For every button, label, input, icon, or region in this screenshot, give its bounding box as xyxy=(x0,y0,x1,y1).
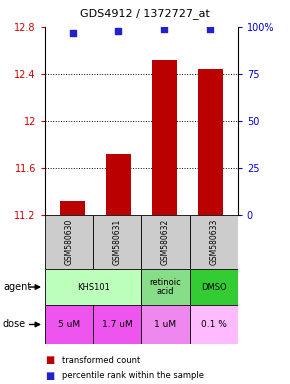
Text: KHS101: KHS101 xyxy=(77,283,110,291)
Bar xyxy=(190,269,238,305)
Bar xyxy=(45,305,93,344)
Bar xyxy=(60,201,85,215)
Text: GSM580631: GSM580631 xyxy=(113,219,122,265)
Bar xyxy=(142,305,190,344)
Bar xyxy=(152,60,177,215)
Text: agent: agent xyxy=(3,282,31,292)
Bar xyxy=(142,215,190,269)
Point xyxy=(116,28,121,34)
Text: 1.7 uM: 1.7 uM xyxy=(102,320,133,329)
Text: GSM580633: GSM580633 xyxy=(209,219,218,265)
Text: 5 uM: 5 uM xyxy=(58,320,80,329)
Bar xyxy=(106,154,131,215)
Bar xyxy=(93,215,142,269)
Bar xyxy=(190,215,238,269)
Text: ■: ■ xyxy=(45,355,54,365)
Text: GSM580630: GSM580630 xyxy=(65,219,74,265)
Text: GSM580632: GSM580632 xyxy=(161,219,170,265)
Bar xyxy=(93,305,142,344)
Text: dose: dose xyxy=(3,319,26,329)
Point xyxy=(162,26,167,32)
Text: GDS4912 / 1372727_at: GDS4912 / 1372727_at xyxy=(80,8,210,19)
Text: DMSO: DMSO xyxy=(201,283,226,291)
Bar xyxy=(197,69,223,215)
Text: transformed count: transformed count xyxy=(62,356,141,365)
Bar xyxy=(142,269,190,305)
Bar xyxy=(45,215,93,269)
Text: 0.1 %: 0.1 % xyxy=(201,320,226,329)
Bar xyxy=(190,305,238,344)
Text: retinoic
acid: retinoic acid xyxy=(150,278,181,296)
Text: ■: ■ xyxy=(45,371,54,381)
Bar xyxy=(45,269,142,305)
Text: 1 uM: 1 uM xyxy=(154,320,177,329)
Point xyxy=(208,26,213,32)
Text: percentile rank within the sample: percentile rank within the sample xyxy=(62,371,204,380)
Point xyxy=(70,30,75,36)
